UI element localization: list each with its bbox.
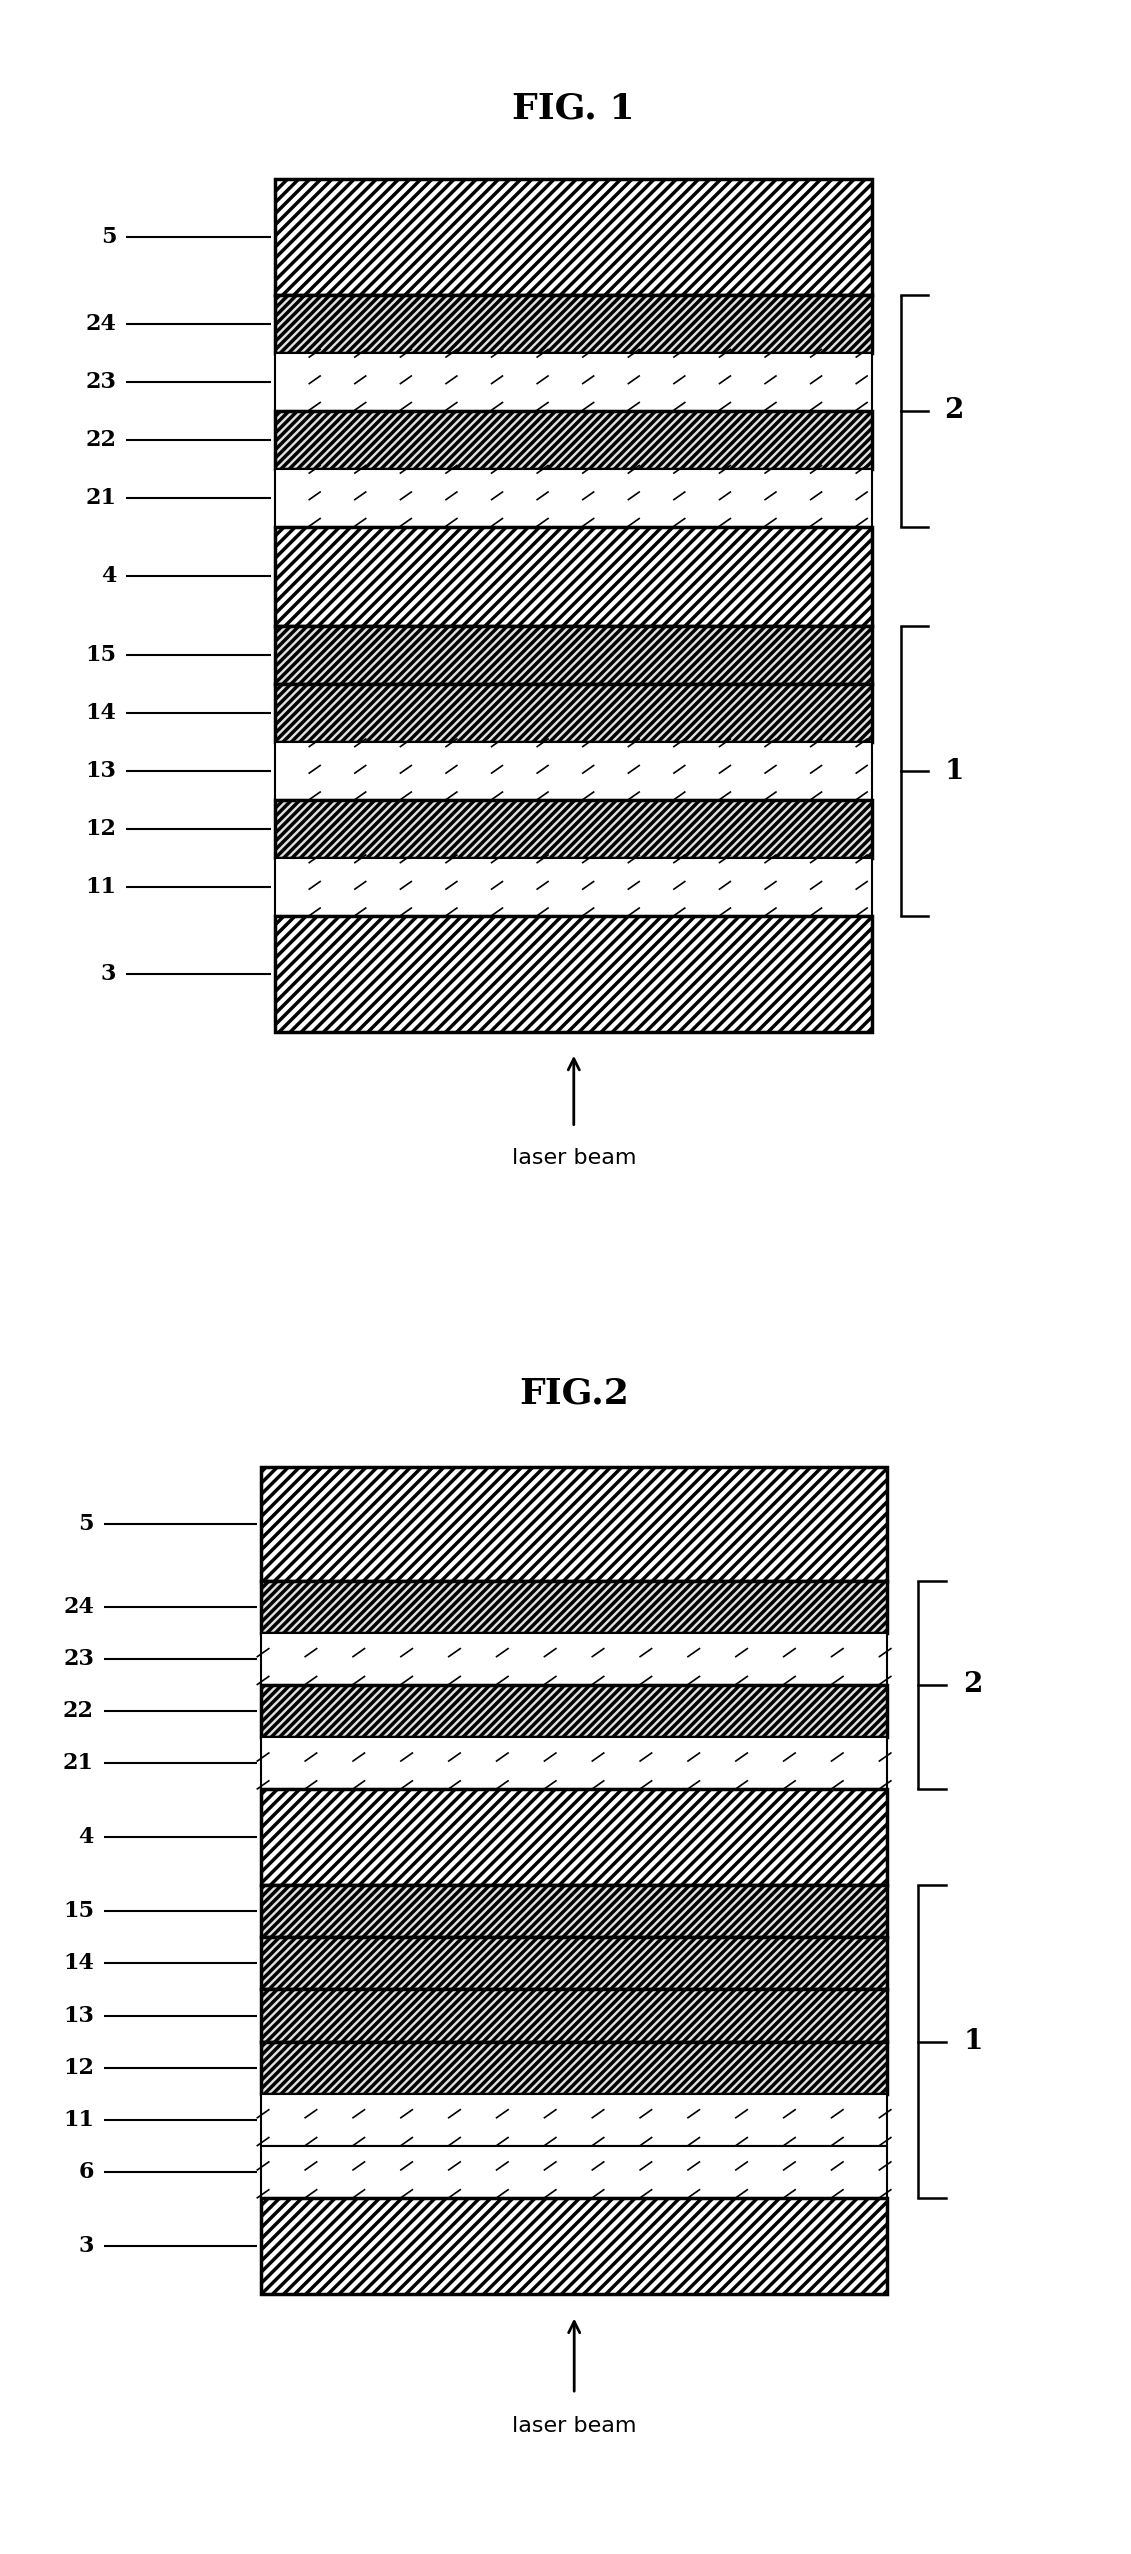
Text: 5: 5 (101, 225, 116, 248)
Text: 4: 4 (101, 564, 116, 587)
Bar (276, 626, 872, 684)
Text: 11: 11 (85, 876, 116, 899)
Bar (276, 799, 872, 858)
Bar (261, 1737, 888, 1790)
Text: 2: 2 (944, 396, 964, 424)
Bar (261, 1938, 888, 1990)
Bar (276, 411, 872, 467)
Bar (261, 1885, 888, 1938)
Text: 3: 3 (78, 2235, 94, 2258)
Text: 6: 6 (78, 2161, 94, 2184)
Bar (261, 2041, 888, 2094)
Bar (276, 467, 872, 526)
Text: 14: 14 (86, 702, 116, 725)
Bar (261, 1686, 888, 1737)
Text: 3: 3 (101, 963, 116, 986)
Bar (261, 2199, 888, 2293)
Text: 4: 4 (78, 1826, 94, 1849)
Bar (261, 1990, 888, 2041)
Bar (276, 179, 872, 294)
Text: laser beam: laser beam (512, 2416, 637, 2437)
Text: 12: 12 (63, 2056, 94, 2079)
Text: 13: 13 (63, 2005, 94, 2025)
Text: 1: 1 (944, 759, 964, 784)
Text: FIG.2: FIG.2 (519, 1377, 629, 1410)
Text: 24: 24 (86, 312, 116, 335)
Bar (276, 526, 872, 626)
Text: 23: 23 (63, 1647, 94, 1670)
Bar (276, 352, 872, 411)
Bar (261, 1790, 888, 1885)
Text: 15: 15 (85, 644, 116, 667)
Text: 5: 5 (78, 1512, 94, 1535)
Text: FIG. 1: FIG. 1 (512, 92, 636, 125)
Text: 15: 15 (63, 1900, 94, 1923)
Bar (261, 2094, 888, 2145)
Bar (261, 1581, 888, 1632)
Text: 22: 22 (85, 429, 116, 450)
Text: 12: 12 (85, 817, 116, 840)
Text: 22: 22 (63, 1701, 94, 1721)
Text: 1: 1 (964, 2028, 983, 2056)
Text: 13: 13 (86, 761, 116, 782)
Text: laser beam: laser beam (511, 1149, 636, 1167)
Bar (276, 743, 872, 799)
Bar (276, 294, 872, 352)
Bar (261, 1469, 888, 1581)
Text: 21: 21 (85, 488, 116, 508)
Bar (276, 684, 872, 743)
Text: 23: 23 (86, 370, 116, 393)
Text: 2: 2 (964, 1670, 983, 1698)
Bar (261, 2145, 888, 2199)
Bar (276, 858, 872, 917)
Text: 14: 14 (63, 1951, 94, 1974)
Bar (261, 1632, 888, 1686)
Bar (276, 917, 872, 1032)
Text: 21: 21 (63, 1752, 94, 1775)
Text: 24: 24 (63, 1596, 94, 1617)
Text: 11: 11 (63, 2110, 94, 2130)
